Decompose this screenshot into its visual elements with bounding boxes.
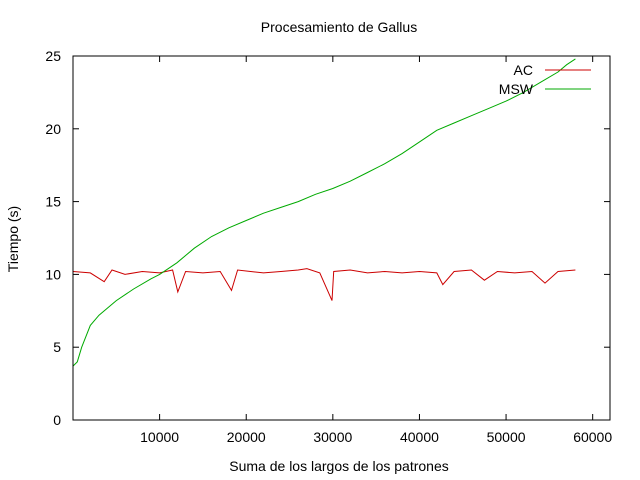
legend: AC MSW [499, 62, 591, 97]
tick-layer: 10000 20000 30000 40000 50000 60000 0 5 10 15 20 25 [45, 48, 612, 445]
y-tick-label: 25 [45, 48, 61, 64]
series-layer [72, 58, 576, 367]
y-axis-label: Tiempo (s) [5, 206, 21, 272]
series-line-msw [72, 58, 576, 367]
chart-title: Procesamiento de Gallus [261, 19, 417, 35]
x-tick-label: 10000 [140, 429, 179, 445]
y-tick-label: 10 [45, 266, 61, 282]
legend-label-ac: AC [514, 62, 533, 78]
y-tick-label: 20 [45, 121, 61, 137]
y-tick-label: 15 [45, 194, 61, 210]
y-tick-label: 0 [53, 412, 61, 428]
x-tick-label: 30000 [313, 429, 352, 445]
x-tick-label: 60000 [573, 429, 612, 445]
plot-frame [72, 55, 611, 421]
y-tick-label: 5 [53, 339, 61, 355]
x-tick-label: 40000 [400, 429, 439, 445]
legend-label-msw: MSW [499, 81, 534, 97]
x-axis-label: Suma de los largos de los patrones [229, 458, 448, 474]
x-tick-label: 50000 [487, 429, 526, 445]
x-tick-label: 20000 [227, 429, 266, 445]
